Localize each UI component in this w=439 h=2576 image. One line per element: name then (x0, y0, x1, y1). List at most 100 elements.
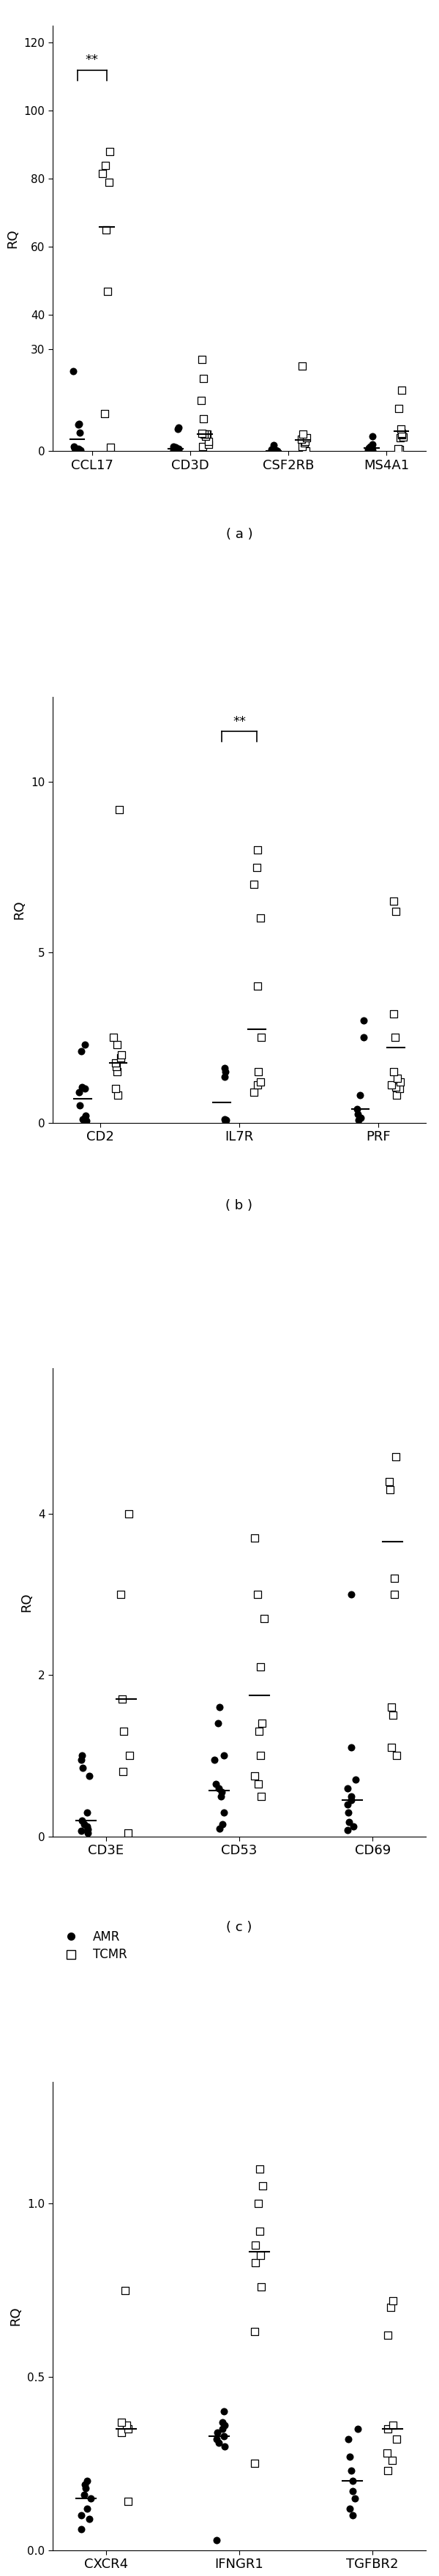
Point (112, 1069, 119, 1110)
Point (223, 1100, 230, 1141)
Point (76, 1084, 83, 1126)
Point (221, 1048, 228, 1090)
Point (213, 2419, 220, 2460)
Text: ( c ): ( c ) (227, 1922, 252, 1935)
Point (78, 1066, 85, 1108)
Point (398, 415, 405, 456)
Point (392, 1437, 399, 1479)
Point (391, 1558, 398, 1600)
Point (349, 2470, 356, 2512)
Point (255, 1765, 262, 1806)
Point (216, 1687, 223, 1728)
Point (400, 417, 407, 459)
Point (87, 2478, 94, 2519)
Point (348, 1574, 355, 1615)
Point (221, 1056, 228, 1097)
Point (220, 1790, 227, 1832)
Point (386, 1461, 393, 1502)
Text: ( a ): ( a ) (226, 528, 253, 541)
Point (220, 2391, 227, 2432)
Point (114, 1074, 121, 1115)
Point (216, 1808, 223, 1850)
Point (251, 863, 258, 904)
Point (301, 422, 308, 464)
Point (360, 1018, 367, 1059)
Point (103, 209, 110, 250)
Point (260, 1597, 267, 1638)
Point (126, 1736, 133, 1777)
Point (399, 368, 406, 410)
Point (344, 1808, 351, 1850)
Point (398, 410, 405, 451)
Point (346, 1801, 353, 1842)
Point (101, 394, 108, 435)
Point (215, 1767, 222, 1808)
Point (76, 402, 83, 443)
Point (393, 1736, 400, 1777)
Point (200, 358, 207, 399)
Point (251, 1754, 258, 1795)
Point (82, 2468, 89, 2509)
Point (221, 2406, 228, 2447)
Point (346, 2488, 353, 2530)
Point (116, 788, 123, 829)
Point (75, 428, 82, 469)
Point (354, 1087, 361, 1128)
Point (393, 2419, 400, 2460)
Point (387, 1468, 394, 1510)
Point (75, 404, 82, 446)
Point (71, 428, 78, 469)
Point (113, 1051, 120, 1092)
Point (220, 1736, 227, 1777)
Point (345, 2419, 352, 2460)
Point (385, 2316, 392, 2357)
Point (390, 1051, 397, 1092)
Point (222, 1051, 229, 1092)
Point (365, 430, 372, 471)
Point (352, 2478, 359, 2519)
Point (356, 1074, 363, 1115)
Point (384, 2432, 391, 2473)
Point (273, 430, 280, 471)
Y-axis label: RQ: RQ (20, 1592, 33, 1613)
Point (173, 428, 180, 469)
Point (76, 430, 83, 471)
Point (393, 1074, 400, 1115)
Point (257, 1736, 264, 1777)
Point (211, 1739, 218, 1780)
Point (78, 2496, 85, 2537)
Point (216, 2421, 223, 2463)
Point (350, 1806, 357, 1847)
Point (112, 1043, 119, 1084)
Point (118, 2401, 125, 2442)
Point (70, 350, 77, 392)
Point (274, 430, 281, 471)
Point (348, 1726, 355, 1767)
Point (82, 1095, 89, 1136)
Point (257, 1775, 264, 1816)
Point (389, 2280, 396, 2321)
Text: ( b ): ( b ) (226, 1200, 253, 1213)
Point (394, 1059, 401, 1100)
Point (174, 410, 181, 451)
Point (126, 1494, 133, 1535)
Point (215, 1703, 222, 1744)
Point (73, 430, 80, 471)
Point (222, 1100, 229, 1141)
Point (388, 1687, 395, 1728)
Point (354, 2409, 361, 2450)
Point (84, 1814, 91, 1855)
Text: **: ** (233, 716, 246, 729)
Point (117, 1574, 124, 1615)
Point (299, 415, 306, 456)
Point (221, 2427, 228, 2468)
Point (392, 1066, 399, 1108)
Point (255, 2182, 262, 2223)
Point (70, 425, 77, 466)
Point (268, 430, 275, 471)
Point (396, 430, 403, 471)
Point (349, 2460, 356, 2501)
Point (355, 1092, 362, 1133)
Point (217, 1775, 224, 1816)
Point (79, 1747, 86, 1788)
